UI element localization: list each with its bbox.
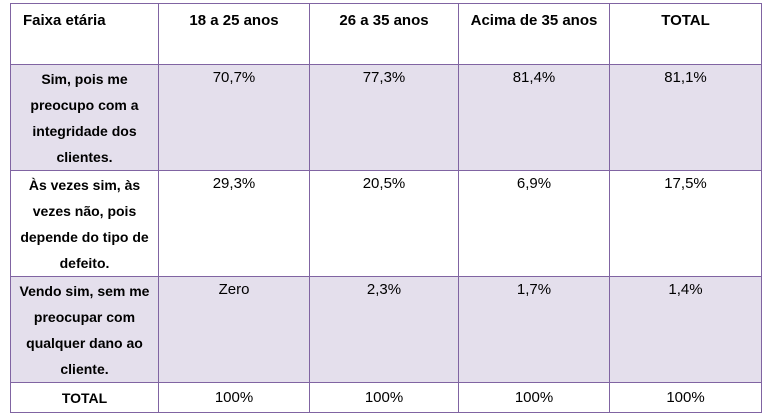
- table-row: Às vezes sim, às vezes não, pois depende…: [10, 170, 762, 277]
- cell-value: 77,3%: [309, 64, 459, 171]
- header-total: TOTAL: [609, 3, 762, 65]
- survey-results-table: Faixa etária 18 a 25 anos 26 a 35 anos A…: [10, 3, 762, 413]
- total-row: TOTAL 100% 100% 100% 100%: [10, 382, 762, 413]
- cell-value: 17,5%: [609, 170, 762, 277]
- cell-value: Zero: [158, 276, 310, 383]
- cell-value: 1,4%: [609, 276, 762, 383]
- cell-value: 29,3%: [158, 170, 310, 277]
- row-label: Às vezes sim, às vezes não, pois depende…: [10, 170, 159, 277]
- total-value: 100%: [458, 382, 610, 413]
- table-header-row: Faixa etária 18 a 25 anos 26 a 35 anos A…: [10, 3, 762, 65]
- header-age-group: Faixa etária: [10, 3, 159, 65]
- table-row: Vendo sim, sem me preocupar com qualquer…: [10, 276, 762, 383]
- cell-value: 6,9%: [458, 170, 610, 277]
- cell-value: 81,1%: [609, 64, 762, 171]
- header-18-25: 18 a 25 anos: [158, 3, 310, 65]
- table-row: Sim, pois me preocupo com a integridade …: [10, 64, 762, 171]
- header-over-35: Acima de 35 anos: [458, 3, 610, 65]
- header-26-35: 26 a 35 anos: [309, 3, 459, 65]
- cell-value: 81,4%: [458, 64, 610, 171]
- cell-value: 20,5%: [309, 170, 459, 277]
- cell-value: 2,3%: [309, 276, 459, 383]
- total-value: 100%: [309, 382, 459, 413]
- row-label: Vendo sim, sem me preocupar com qualquer…: [10, 276, 159, 383]
- total-value: 100%: [158, 382, 310, 413]
- total-label: TOTAL: [10, 382, 159, 413]
- cell-value: 1,7%: [458, 276, 610, 383]
- total-value: 100%: [609, 382, 762, 413]
- cell-value: 70,7%: [158, 64, 310, 171]
- row-label: Sim, pois me preocupo com a integridade …: [10, 64, 159, 171]
